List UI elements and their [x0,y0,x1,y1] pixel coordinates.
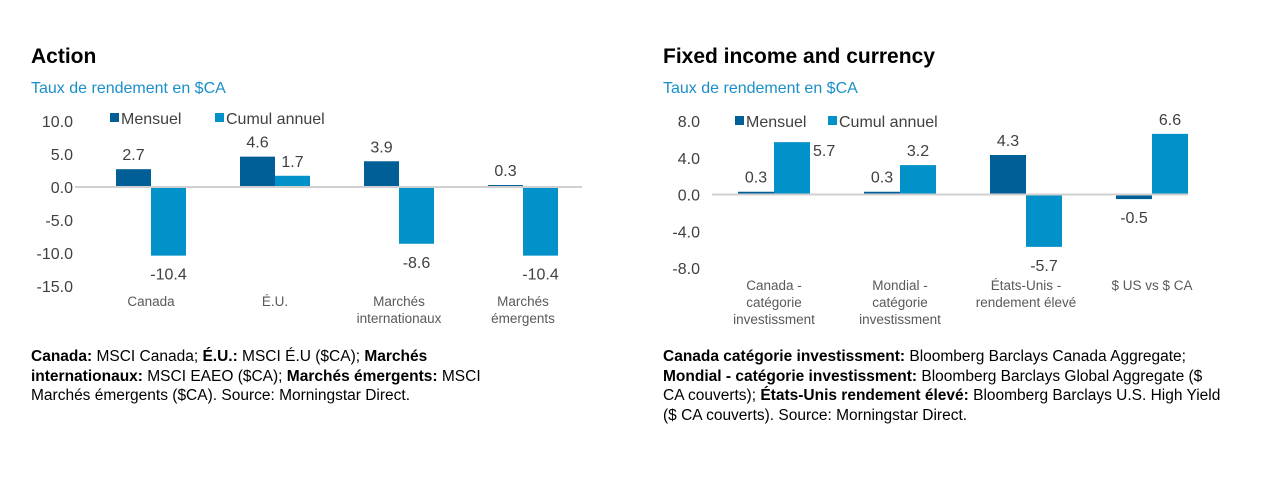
data-label: 1.7 [281,154,303,171]
category-label: investissment [733,312,815,327]
chart-title-fixed-income: Fixed income and currency [663,45,935,68]
footnote-label: Mondial - catégorie investissment: [663,367,918,385]
y-tick-label: 0.0 [51,180,73,197]
data-label: 0.3 [494,163,516,180]
chart-title-action: Action [31,45,97,68]
category-label: Marchés [497,294,549,309]
legend-swatch-mensuel [110,113,119,122]
y-tick-label: 10.0 [42,114,73,131]
bar-cumul-annuel [774,142,810,195]
data-label: 5.7 [813,143,835,160]
footnote-label: États-Unis rendement élevé: [760,387,969,404]
bar-cumul-annuel [399,187,434,244]
data-label: -5.7 [1030,258,1058,275]
bar-cumul-annuel [1026,194,1062,247]
bar-cumul-annuel [523,187,558,256]
data-label: 2.7 [122,147,144,164]
data-label: -8.6 [403,255,431,272]
category-label: catégorie [746,295,802,310]
footnote-label: Marchés émergents: [286,367,438,385]
y-tick-label: 5.0 [51,147,73,164]
legend-label: Cumul annuel [839,114,938,131]
bar-mensuel [864,191,900,195]
data-label: -10.4 [522,267,559,284]
footnote-label: Marchés internationaux: [31,348,428,385]
y-tick-label: -10.0 [37,246,74,263]
category-label: Mondial - [872,278,928,293]
bar-cumul-annuel [275,175,310,187]
bar-mensuel [116,169,151,187]
footnote-label: Canada catégorie investissment: [663,348,906,365]
y-tick-label: 4.0 [678,151,700,168]
category-label: investissment [859,312,941,327]
footnote-text: MSCI EAEO ($CA); [142,367,287,385]
footnote-text: Bloomberg Barclays Global Aggregate ($ C… [663,367,1203,405]
footnote-label: Canada: [31,348,93,365]
data-label: -0.5 [1120,210,1148,227]
category-label: $ US vs $ CA [1111,278,1192,293]
footnote-text: Bloomberg Barclays Canada Aggregate; [905,348,1186,365]
bar-mensuel [990,154,1026,195]
category-label: É.U. [262,294,288,309]
y-tick-label: -5.0 [45,213,73,230]
legend-swatch-cumul-annuel [215,113,224,122]
data-label: 3.9 [370,139,392,156]
legend-swatch-mensuel [735,116,744,125]
data-label: 4.6 [246,135,268,152]
category-label: internationaux [357,311,442,326]
category-label: Canada [127,294,175,309]
footnote-action: Canada: MSCI Canada; É.U.: MSCI É.U ($CA… [31,347,531,406]
data-label: 0.3 [871,170,893,187]
y-tick-label: 0.0 [678,188,700,205]
category-label: Marchés [373,294,425,309]
data-label: 0.3 [745,170,767,187]
bar-cumul-annuel [900,165,936,195]
data-label: 6.6 [1159,112,1181,129]
chart-subtitle-action: Taux de rendement en $CA [31,80,226,97]
footnote-text: MSCI Marchés émergents ($CA). Source: Mo… [31,367,481,405]
y-tick-label: -4.0 [672,224,700,241]
category-label: catégorie [872,295,928,310]
bar-cumul-annuel [1152,133,1188,195]
bar-mensuel [1116,194,1152,200]
data-label: -10.4 [150,267,187,284]
bar-cumul-annuel [151,187,186,256]
legend-label: Mensuel [121,111,181,128]
footnote-label: É.U.: [202,348,238,365]
category-label: États-Unis - [991,278,1062,293]
y-tick-label: -8.0 [672,261,700,278]
category-label: Canada - [746,278,802,293]
footnote-text: MSCI Canada; [92,348,203,365]
legend-label: Mensuel [746,114,806,131]
data-label: 3.2 [907,143,929,160]
category-label: rendement élevé [976,295,1077,310]
data-label: 4.3 [997,133,1019,150]
footnote-text: MSCI É.U ($CA); [237,348,365,365]
chart-subtitle-fixed-income: Taux de rendement en $CA [663,80,858,97]
bar-mensuel [240,156,275,187]
footnote-text: Bloomberg Barclays U.S. High Yield ($ CA… [663,387,1221,424]
bar-mensuel [364,161,399,187]
bar-mensuel [738,191,774,195]
y-tick-label: 8.0 [678,114,700,131]
category-label: émergents [491,311,555,326]
legend-swatch-cumul-annuel [828,116,837,125]
y-tick-label: -15.0 [37,279,74,296]
footnote-fixed-income: Canada catégorie investissment: Bloomber… [663,347,1223,425]
legend-label: Cumul annuel [226,111,325,128]
